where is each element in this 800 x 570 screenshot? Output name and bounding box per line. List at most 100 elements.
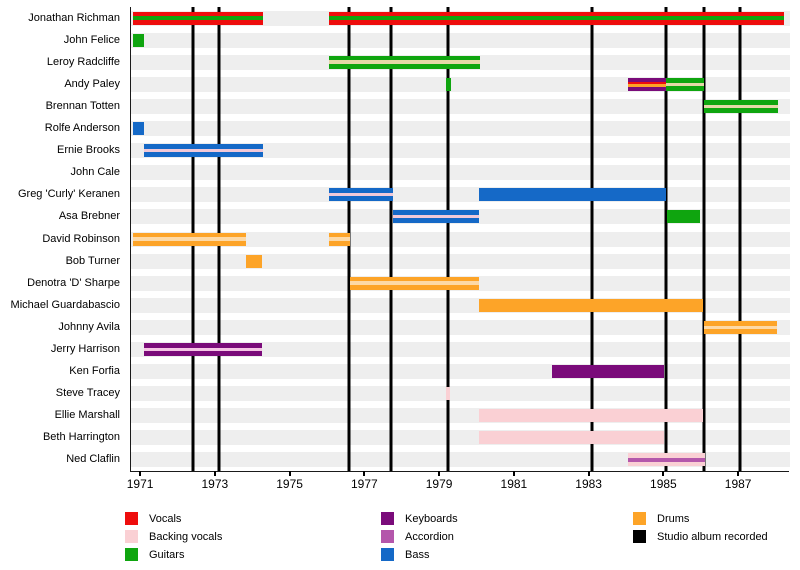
- bar-segment-backing_on_orange: [132, 237, 246, 241]
- bar-segment-bass: [392, 218, 479, 224]
- membership-bar: [132, 232, 246, 246]
- bar-segment-keyboards: [627, 77, 666, 82]
- legend-label: Accordion: [405, 530, 454, 543]
- axis-tick: [213, 471, 216, 476]
- bar-segment-guitars: [328, 64, 480, 69]
- legend-item: Bass: [381, 548, 458, 561]
- member-label: John Cale: [70, 166, 120, 179]
- bar-segment-backing: [627, 453, 706, 459]
- row-track: [131, 386, 790, 402]
- album-recorded-line: [389, 7, 393, 471]
- album-recorded-line: [664, 7, 667, 471]
- membership-bar: [245, 254, 262, 268]
- membership-bar: [552, 365, 664, 379]
- album-recorded-line: [738, 7, 742, 471]
- member-label: Jonathan Richman: [28, 11, 120, 24]
- bar-segment-drums: [703, 329, 777, 334]
- axis-tick-label: 1985: [650, 477, 677, 491]
- membership-bar: [349, 276, 479, 290]
- legend-swatch-guitars: [125, 548, 138, 561]
- legend-swatch-bass: [381, 548, 394, 561]
- bar-segment-drums: [349, 285, 479, 290]
- legend-label: Guitars: [149, 548, 185, 561]
- bar-segment-drums: [245, 254, 262, 268]
- bar-segment-vocals: [328, 11, 784, 17]
- bar-segment-guitars: [665, 86, 704, 91]
- membership-bar: [478, 409, 703, 423]
- bar-segment-backing: [445, 387, 450, 401]
- bar-segment-bass: [144, 144, 263, 150]
- legend-item: Vocals: [125, 512, 222, 525]
- bar-segment-accordion: [627, 458, 706, 463]
- bar-segment-guitars: [446, 77, 451, 91]
- bar-segment-backing_on_green: [665, 82, 704, 87]
- member-label: Johnny Avila: [58, 320, 120, 333]
- membership-bar: [328, 188, 393, 202]
- bar-segment-backing_on_orange: [349, 281, 479, 286]
- axis-tick-label: 1979: [425, 477, 453, 491]
- member-label: John Felice: [63, 33, 120, 46]
- axis-tick: [512, 471, 515, 476]
- axis-tick: [662, 471, 665, 476]
- legend-column: Vocals Backing vocals Guitars: [125, 512, 222, 561]
- legend-item: Accordion: [381, 530, 458, 543]
- membership-bar: [665, 77, 704, 91]
- bar-segment-keyboards: [552, 365, 664, 379]
- membership-bar: [627, 77, 666, 91]
- member-label: Steve Tracey: [55, 387, 120, 400]
- row-track: [131, 452, 790, 468]
- row-track: [131, 98, 790, 114]
- member-label: Rolfe Anderson: [44, 122, 120, 135]
- membership-bar: [703, 320, 777, 334]
- bar-segment-guitars: [328, 16, 784, 20]
- membership-bar: [144, 144, 263, 158]
- bar-segment-drums: [132, 232, 246, 238]
- axis-tick: [438, 471, 441, 476]
- member-label: Michael Guardabascio: [10, 298, 120, 311]
- bar-segment-vocals: [627, 81, 666, 84]
- bar-segment-guitars: [132, 33, 145, 47]
- member-label: Jerry Harrison: [50, 342, 120, 355]
- membership-bar: [328, 11, 784, 25]
- axis-tick-label: 1975: [276, 477, 303, 491]
- row-track: [131, 121, 790, 137]
- bar-segment-bass: [478, 188, 666, 202]
- bar-segment-drums: [478, 298, 703, 312]
- album-recorded-line: [590, 7, 593, 471]
- bar-segment-drums: [349, 276, 479, 282]
- member-label: Leroy Radcliffe: [46, 55, 120, 68]
- bar-segment-backing: [627, 462, 706, 467]
- legend-swatch-keyboards: [381, 512, 394, 525]
- member-label: Asa Brebner: [58, 210, 120, 223]
- legend-swatch-accordion: [381, 530, 394, 543]
- member-label: Greg 'Curly' Keranen: [17, 188, 120, 201]
- member-labels-column: Jonathan Richman John Felice Leroy Radclif…: [0, 7, 125, 471]
- row-track: [131, 187, 790, 203]
- membership-bar: [144, 342, 262, 356]
- bar-segment-bass: [392, 210, 479, 216]
- membership-bar: [627, 453, 706, 467]
- bar-segment-guitars: [667, 210, 701, 224]
- bar-segment-guitars: [328, 55, 480, 61]
- member-label: Beth Harrington: [42, 431, 120, 444]
- legend-column: Keyboards Accordion Bass: [381, 512, 458, 561]
- membership-bar: [667, 210, 701, 224]
- bar-segment-guitars: [665, 77, 704, 83]
- bar-segment-guitars: [703, 108, 778, 113]
- row-track: [131, 76, 790, 92]
- album-recorded-line: [446, 7, 450, 471]
- bar-segment-vocals: [132, 11, 263, 17]
- plot-area: [130, 7, 790, 471]
- axis-tick: [737, 471, 740, 476]
- legend-swatch-drums: [633, 512, 646, 525]
- x-axis: 1971 1973 1975 1977 1979 1981 1983 1985 1987: [127, 471, 783, 495]
- bar-segment-backing: [478, 431, 664, 445]
- legend-column: Drums Studio album recorded: [633, 512, 768, 543]
- bar-segment-bass: [328, 196, 393, 202]
- bar-segment-drums: [132, 240, 246, 246]
- membership-bar: [478, 298, 703, 312]
- bar-segment-backing_on_green: [703, 104, 778, 109]
- legend-item: Drums: [633, 512, 768, 525]
- row-track: [131, 319, 790, 335]
- member-label: Brennan Totten: [45, 99, 120, 112]
